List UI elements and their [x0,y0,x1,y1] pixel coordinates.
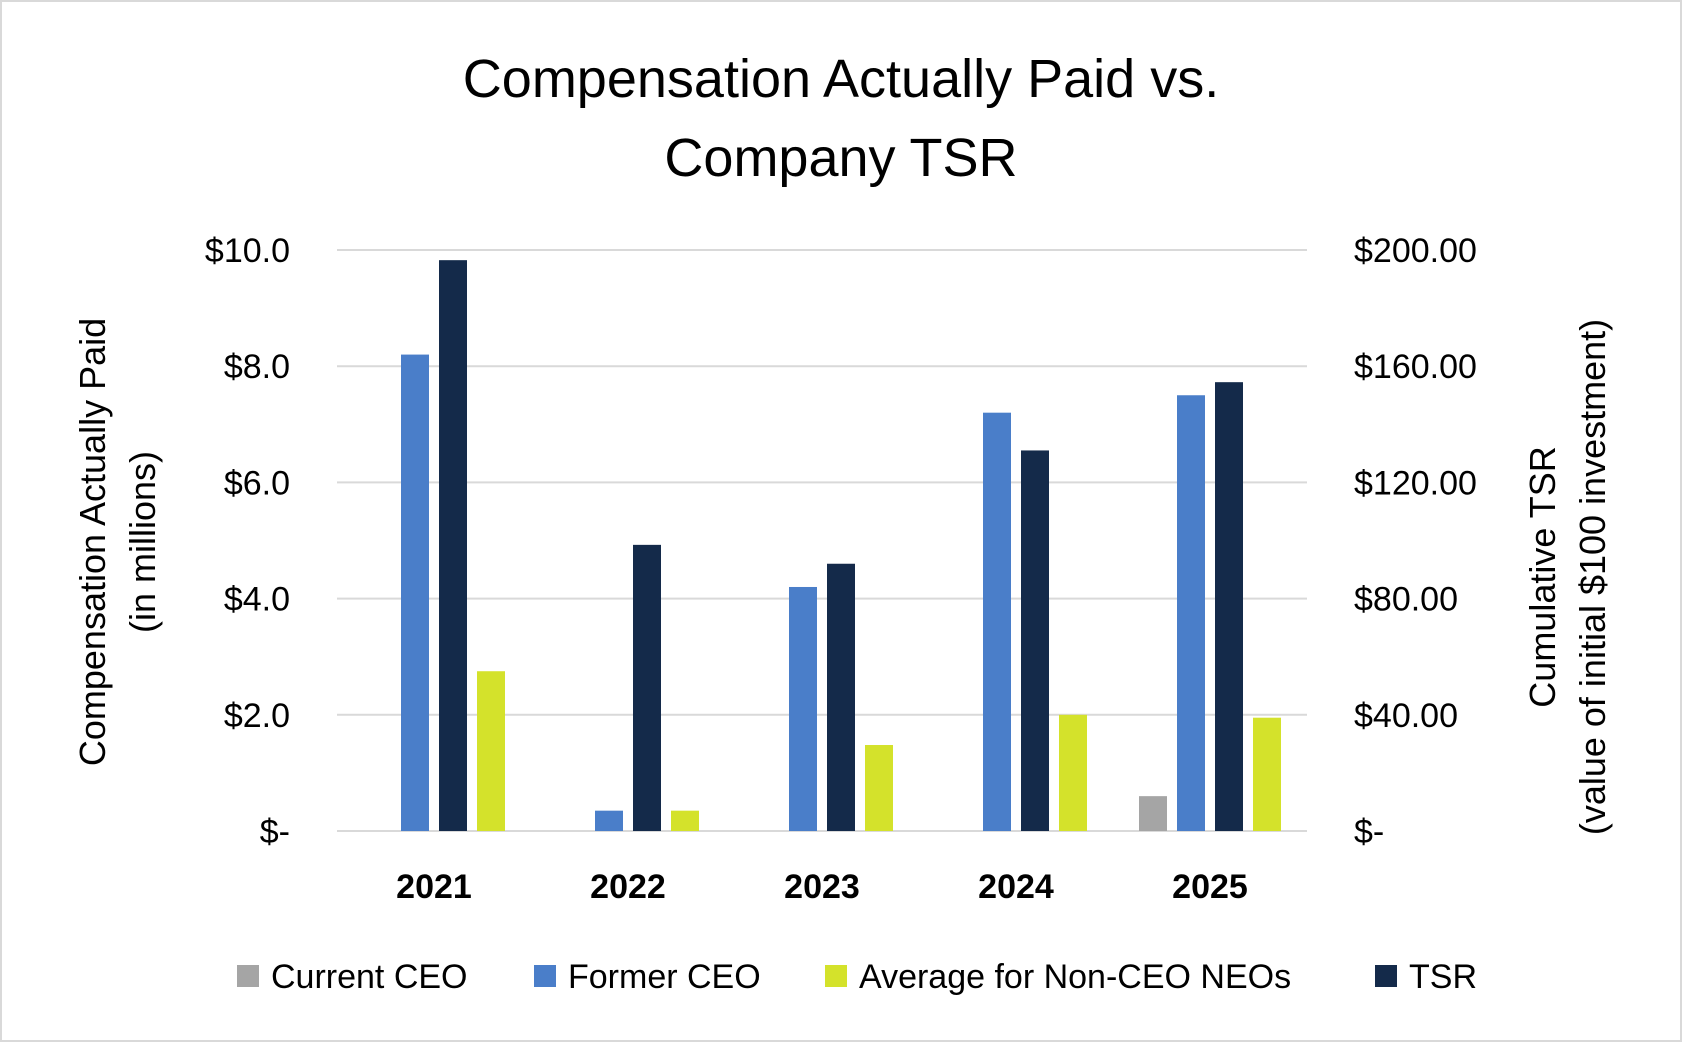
y-tick-left: $4.0 [224,581,290,619]
y-tick-left: $10.0 [205,232,290,270]
x-tick-2022: 2022 [590,868,666,906]
y-axis-left-label-line-1: Compensation Actually Paid [72,318,113,766]
bar-current-ceo-2025 [1139,796,1167,831]
bar-average-for-non-ceo-neos-2025 [1253,717,1281,831]
y-tick-left: $- [260,813,290,851]
x-tick-2025: 2025 [1172,868,1248,906]
legend-swatch-tsr [1375,965,1397,987]
y-tick-left: $6.0 [224,464,290,502]
bar-tsr-2025 [1215,382,1243,831]
x-tick-2021: 2021 [396,868,472,906]
y-axis-left-label-line-2: (in millions) [122,451,163,633]
bar-former-ceo-2024 [983,412,1011,831]
bar-former-ceo-2025 [1177,395,1205,831]
bar-average-for-non-ceo-neos-2022 [671,810,699,831]
legend-swatch-former-ceo [534,965,556,987]
y-axis-right-label-line-1: Cumulative TSR [1522,446,1563,707]
x-tick-2023: 2023 [784,868,860,906]
bar-former-ceo-2023 [789,586,817,831]
legend-label-average-for-non-ceo-neos: Average for Non-CEO NEOs [859,958,1291,996]
y-axis-right-label-line-2: (value of initial $100 investment) [1572,319,1613,835]
bar-tsr-2021 [439,260,467,832]
bars [401,260,1281,832]
chart-title-line-1: Compensation Actually Paid vs. [463,49,1219,109]
legend-swatch-average-for-non-ceo-neos [825,965,847,987]
y-tick-left: $2.0 [224,697,290,735]
bar-tsr-2024 [1021,450,1049,831]
bar-former-ceo-2021 [401,354,429,831]
bar-tsr-2022 [633,544,661,831]
bar-former-ceo-2022 [595,810,623,831]
bar-average-for-non-ceo-neos-2023 [865,745,893,831]
legend-swatch-current-ceo [237,965,259,987]
tick-labels: $- $- $2.0 $40.00 $4.0 $80.00 $6.0 $120.00 $8.0 $… [205,232,1477,906]
y-tick-right: $120.00 [1354,464,1477,502]
y-tick-right: $- [1354,813,1384,851]
bar-tsr-2023 [827,563,855,831]
legend: Current CEO Former CEO Average for Non-CEO… [237,958,1477,996]
legend-label-former-ceo: Former CEO [568,958,761,996]
legend-label-tsr: TSR [1409,958,1477,996]
bar-average-for-non-ceo-neos-2021 [477,671,505,831]
y-tick-right: $160.00 [1354,348,1477,386]
legend-label-current-ceo: Current CEO [271,958,468,996]
y-tick-left: $8.0 [224,348,290,386]
y-tick-right: $200.00 [1354,232,1477,270]
bar-average-for-non-ceo-neos-2024 [1059,714,1087,831]
chart-title-line-2: Company TSR [664,128,1017,188]
y-tick-right: $40.00 [1354,697,1458,735]
y-tick-right: $80.00 [1354,581,1458,619]
x-tick-2024: 2024 [978,868,1054,906]
